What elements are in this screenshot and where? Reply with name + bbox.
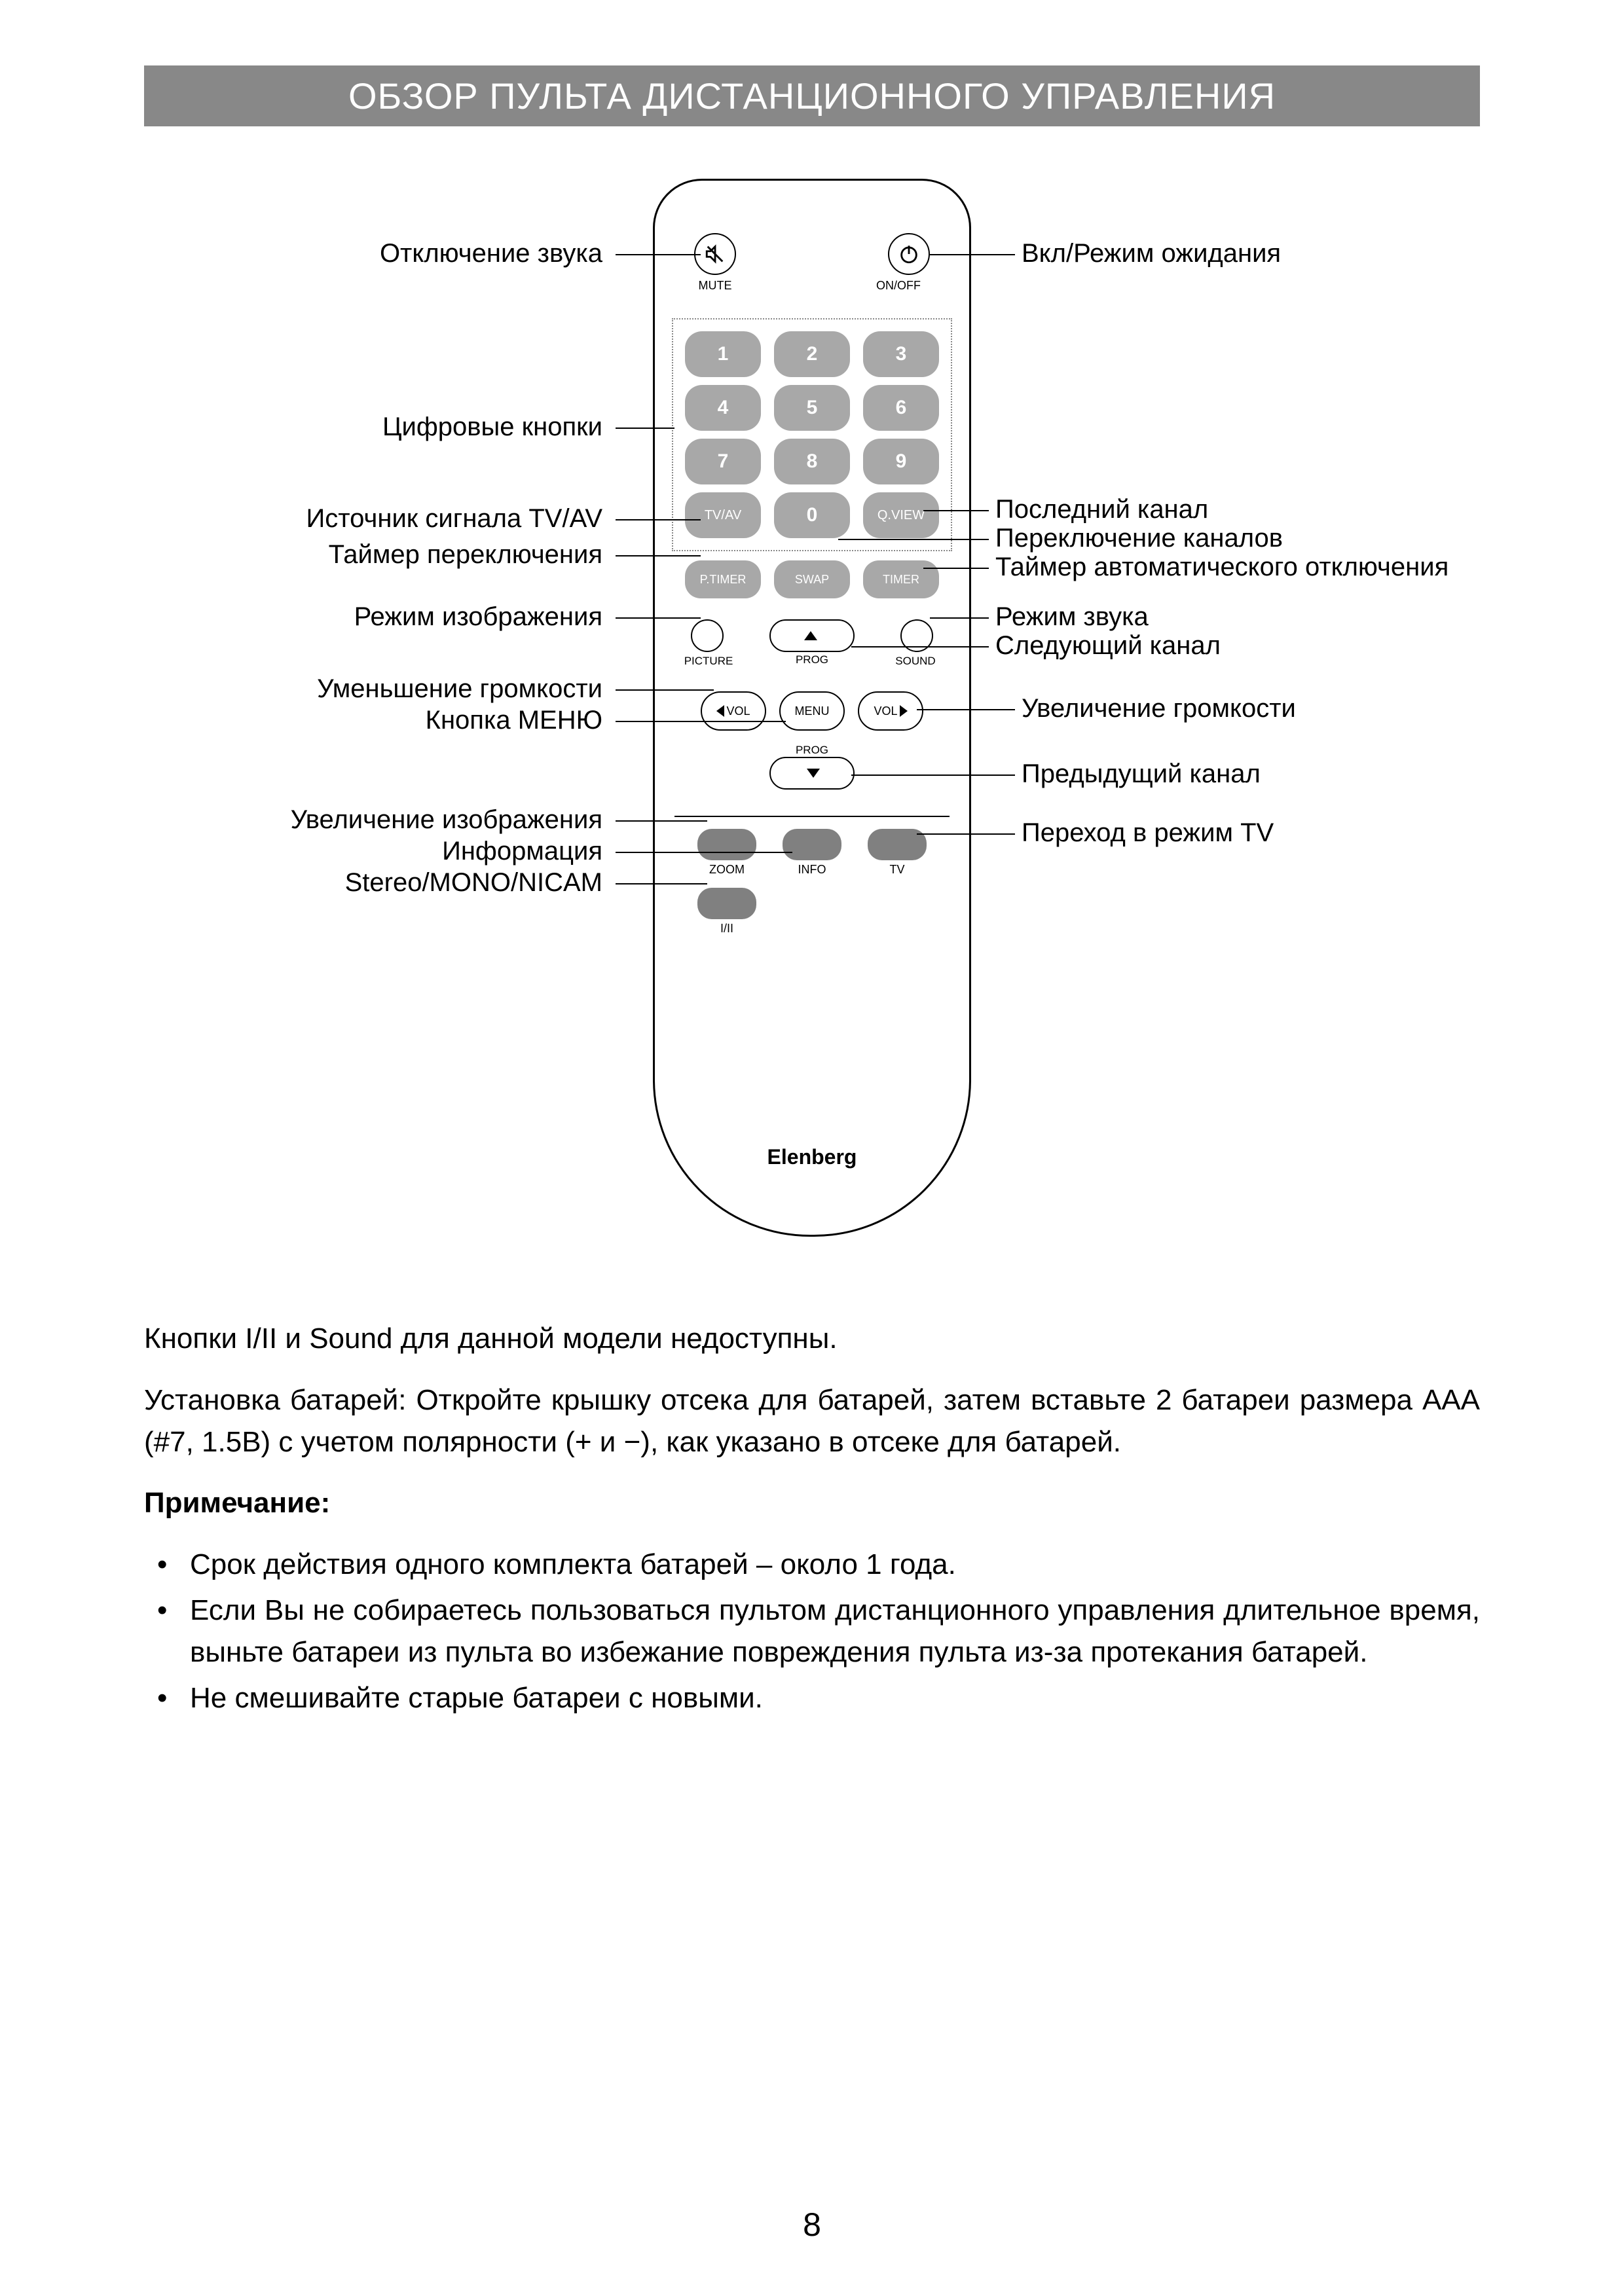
leader [616,820,707,822]
mute-icon [704,243,726,265]
prog-down-label: PROG [786,744,838,757]
sound-label: SOUND [889,655,942,668]
prog-up-label: PROG [786,653,838,666]
picture-label: PICTURE [679,655,738,668]
qview-button[interactable]: Q.VIEW [863,492,939,538]
leader [838,539,989,540]
callout-ptimer: Таймер переключения [329,540,602,570]
callout-mute: Отключение звука [380,239,602,268]
leader [851,646,989,647]
leader [923,568,989,569]
leader [930,254,1015,255]
callout-tvav: Источник сигнала TV/AV [306,504,602,534]
leader [616,883,707,884]
page-title: ОБЗОР ПУЛЬТА ДИСТАНЦИОННОГО УПРАВЛЕНИЯ [144,65,1480,126]
i-ii-label: I/II [697,922,756,936]
picture-button[interactable] [691,619,724,652]
power-button[interactable] [888,233,930,275]
leader [616,254,701,255]
note-heading: Примечание: [144,1482,1480,1524]
num-4-button[interactable]: 4 [685,385,761,431]
zoom-button[interactable] [697,829,756,860]
leader [917,833,1015,835]
leader [616,617,701,619]
callout-numpad: Цифровые кнопки [382,412,602,442]
leader [616,519,701,520]
callout-power: Вкл/Режим ожидания [1022,239,1281,268]
leader [917,709,1015,710]
callout-zoom: Увеличение изображения [291,805,602,835]
remote-body: MUTE ON/OFF 1 2 3 4 5 6 7 8 [653,179,971,1237]
i-ii-button[interactable] [697,888,756,919]
ptimer-button[interactable]: P.TIMER [685,560,761,598]
power-icon [898,243,920,265]
bullet-2: Если Вы не собираетесь пользоваться пуль… [144,1590,1480,1673]
swap-button[interactable]: SWAP [774,560,850,598]
note-unavailable: Кнопки I/II и Sound для данной модели не… [144,1318,1480,1360]
leader [616,852,792,853]
callout-timer: Таймер автоматического отключения [995,553,1449,582]
bullet-3: Не смешивайте старые батареи с новыми. [144,1677,1480,1719]
tv-label: TV [868,863,927,877]
vol-up-button[interactable]: VOL [858,691,923,731]
num-5-button[interactable]: 5 [774,385,850,431]
menu-button[interactable]: MENU [779,691,845,731]
vol-right-label: VOL [874,704,897,718]
note-bullets: Срок действия одного комплекта батарей –… [144,1544,1480,1719]
body-text: Кнопки I/II и Sound для данной модели не… [144,1318,1480,1719]
number-pad: 1 2 3 4 5 6 7 8 9 TV/AV 0 Q.VIEW [672,318,952,551]
leader [923,510,989,511]
num-8-button[interactable]: 8 [774,439,850,484]
vol-up-icon [900,705,908,717]
leader [930,617,989,619]
prog-up-button[interactable] [769,619,855,652]
timer-button[interactable]: TIMER [863,560,939,598]
vol-left-label: VOL [726,704,750,718]
prog-down-icon [807,769,820,778]
callout-progdown: Предыдущий канал [1022,759,1261,789]
bullet-1: Срок действия одного комплекта батарей –… [144,1544,1480,1586]
manual-page: ОБЗОР ПУЛЬТА ДИСТАНЦИОННОГО УПРАВЛЕНИЯ M… [0,0,1624,2296]
tvav-button[interactable]: TV/AV [685,492,761,538]
num-0-button[interactable]: 0 [774,492,850,538]
leader [616,428,674,429]
page-number: 8 [803,2206,821,2244]
num-2-button[interactable]: 2 [774,331,850,377]
prog-down-button[interactable] [769,757,855,790]
num-6-button[interactable]: 6 [863,385,939,431]
info-label: INFO [783,863,841,877]
info-button[interactable] [783,829,841,860]
brand-label: Elenberg [767,1145,857,1169]
callout-picture: Режим изображения [354,602,602,632]
timer-row: P.TIMER SWAP TIMER [685,560,939,598]
callout-menu: Кнопка МЕНЮ [426,706,602,735]
prog-up-icon [804,631,817,640]
callout-progup: Следующий канал [995,631,1221,661]
callout-swap: Переключение каналов [995,524,1283,553]
mute-label: MUTE [689,279,741,293]
power-label: ON/OFF [872,279,925,293]
callout-qview: Последний канал [995,495,1208,524]
num-7-button[interactable]: 7 [685,439,761,484]
num-1-button[interactable]: 1 [685,331,761,377]
leader [616,689,714,691]
leader [616,555,701,556]
divider [674,816,950,817]
leader [616,721,786,722]
callout-voldown: Уменьшение громкости [317,674,602,704]
leader [851,774,1015,776]
vol-down-icon [716,705,724,717]
remote-diagram: MUTE ON/OFF 1 2 3 4 5 6 7 8 [144,179,1480,1292]
callout-tv: Переход в режим TV [1022,818,1274,848]
num-9-button[interactable]: 9 [863,439,939,484]
callout-sound: Режим звука [995,602,1149,632]
callout-info: Информация [442,837,602,866]
zoom-label: ZOOM [697,863,756,877]
battery-install: Установка батарей: Откройте крышку отсек… [144,1379,1480,1463]
callout-stereo: Stereo/MONO/NICAM [345,868,602,898]
vol-down-button[interactable]: VOL [701,691,766,731]
num-3-button[interactable]: 3 [863,331,939,377]
callout-volup: Увеличение громкости [1022,694,1296,723]
